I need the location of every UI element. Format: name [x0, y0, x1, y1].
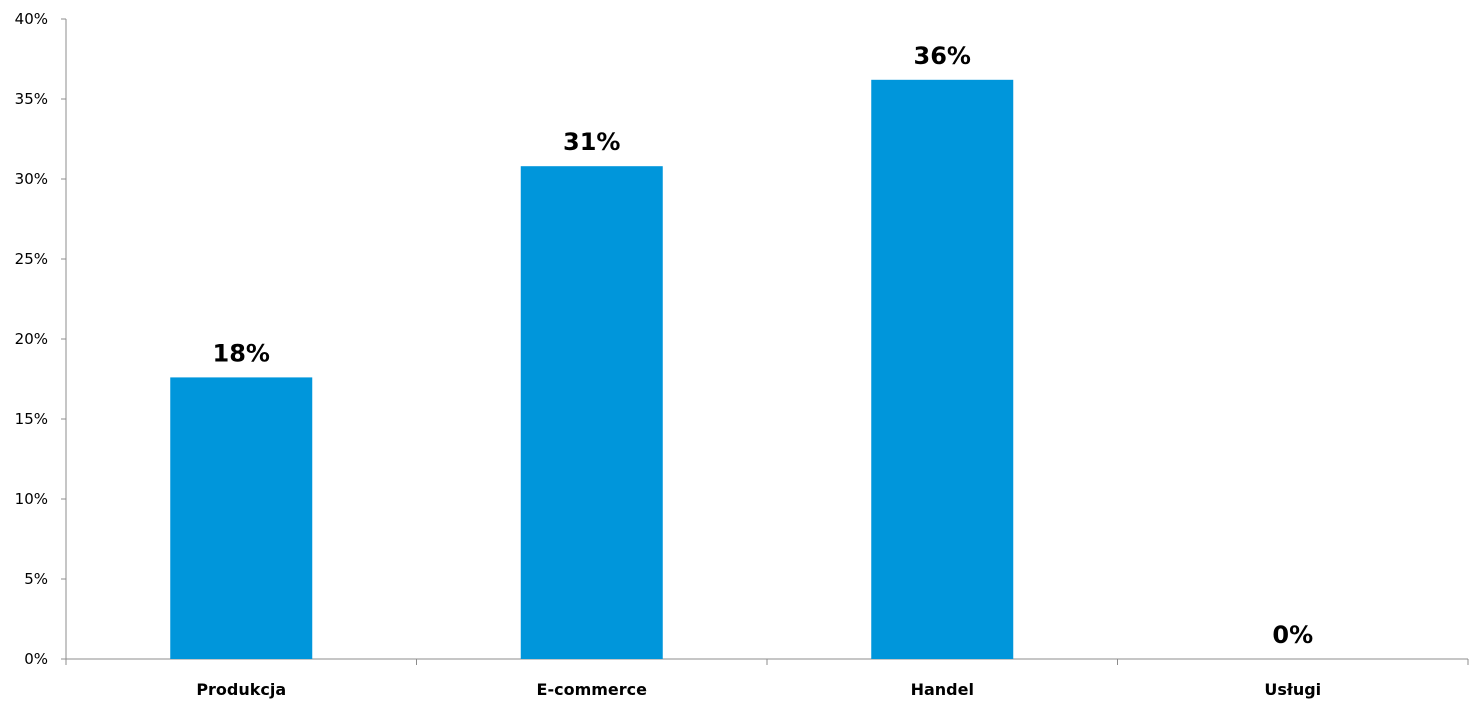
y-tick-label: 30% — [15, 170, 48, 188]
y-tick-label: 10% — [15, 490, 48, 508]
y-tick-label: 15% — [15, 410, 48, 428]
y-tick-label: 5% — [24, 570, 48, 588]
y-tick-label: 25% — [15, 250, 48, 268]
y-axis: 0% 5% 10% 15% 20% 25% 30% 35% 40% — [15, 10, 67, 668]
data-label: 31% — [563, 128, 620, 156]
category-labels: Produkcja E-commerce Handel Usługi — [196, 680, 1321, 699]
bar — [520, 166, 663, 659]
y-tick-label: 35% — [15, 90, 48, 108]
data-label: 0% — [1272, 621, 1313, 649]
y-tick-label: 40% — [15, 10, 48, 28]
data-labels: 18% 31% 36% 0% — [213, 42, 1314, 649]
category-label: Produkcja — [196, 680, 286, 699]
data-label: 36% — [914, 42, 971, 70]
bars — [170, 79, 1014, 660]
y-tick-label: 0% — [24, 650, 48, 668]
x-axis — [65, 658, 1469, 665]
y-tick-label: 20% — [15, 330, 48, 348]
bar — [170, 377, 313, 659]
data-label: 18% — [213, 339, 270, 367]
category-label: E-commerce — [537, 680, 648, 699]
category-label: Usługi — [1264, 680, 1321, 699]
category-label: Handel — [911, 680, 974, 699]
bar — [871, 79, 1014, 660]
